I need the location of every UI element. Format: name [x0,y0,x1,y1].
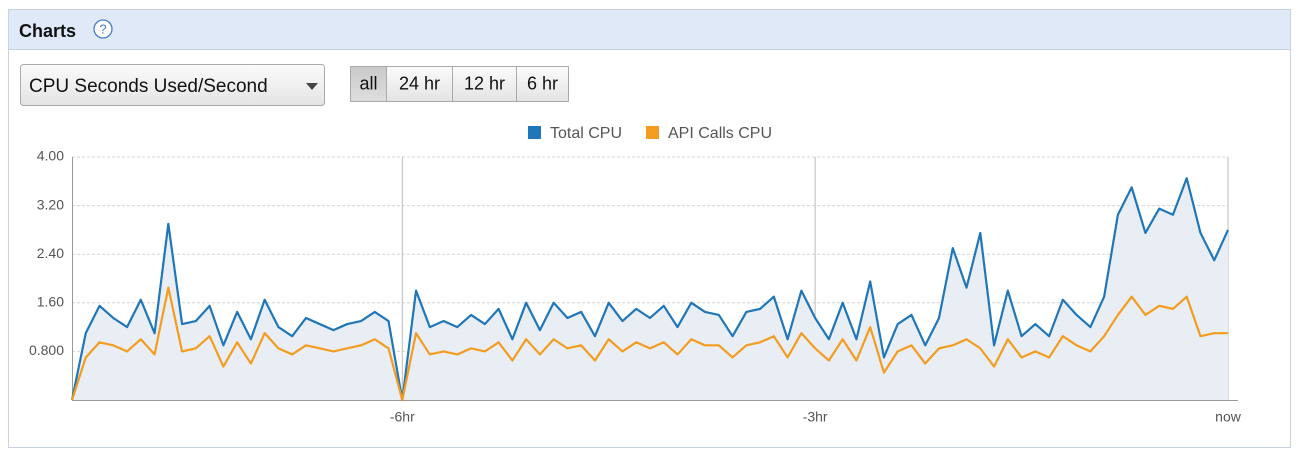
dropdown-arrow[interactable] [306,83,318,90]
dropdown-box[interactable] [20,64,325,106]
x-tick-label: now [1215,409,1242,425]
dropdown-label[interactable]: CPU Seconds Used/Second [29,76,268,97]
range-button-label[interactable]: all [359,73,377,93]
y-tick-label: 4.00 [37,148,64,164]
legend-label: API Calls CPU [668,125,772,142]
series-line [70,177,1230,402]
range-button[interactable] [350,66,387,102]
y-tick-label: 1.60 [37,294,64,310]
range-buttons: all 24 hr 12 hr 6 hr [350,66,569,102]
legend-swatch [527,126,541,139]
range-button[interactable] [516,66,569,102]
y-tick-label: 0.800 [29,342,64,358]
range-button-label[interactable]: 24 hr [399,73,440,93]
x-tick-label: -6hr [390,409,415,425]
legend-label: Total CPU [550,125,622,142]
panel-title: Charts [19,21,76,41]
range-button-label[interactable]: 12 hr [464,73,505,93]
metric-dropdown[interactable]: CPU Seconds Used/Second [20,64,325,106]
legend: Total CPU API Calls CPU [527,125,772,142]
legend-swatch [646,126,659,139]
panel-header [9,10,1290,49]
help-icon[interactable]: ? [93,19,113,39]
help-mark[interactable]: ? [99,21,106,36]
y-tick-label: 2.40 [37,245,64,261]
series-line [70,286,1228,402]
range-button-label[interactable]: 6 hr [527,73,558,93]
help-circle[interactable] [93,19,113,39]
y-tick-label: 3.20 [37,196,64,212]
x-tick-label: -3hr [803,409,828,425]
